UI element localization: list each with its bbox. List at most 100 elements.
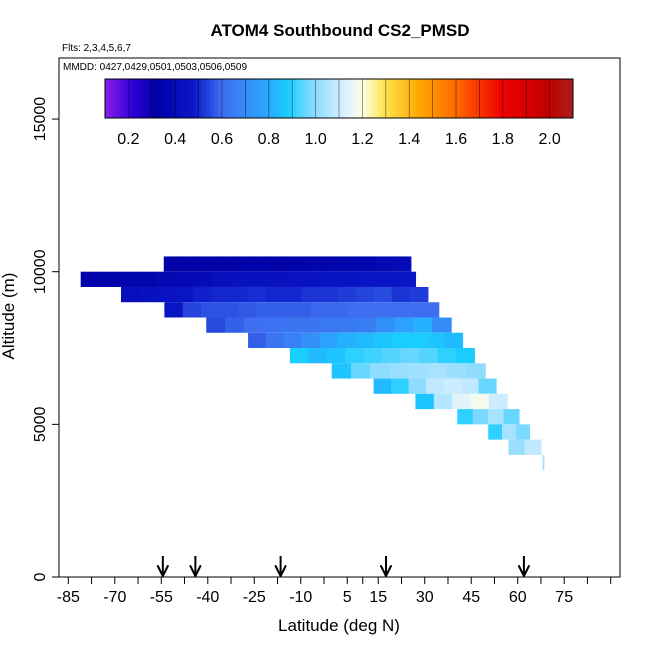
arrow-head — [189, 565, 202, 577]
heat-cell — [255, 302, 275, 318]
colorbar-tick-label: 1.8 — [492, 131, 514, 148]
heat-cell — [478, 378, 497, 394]
x-tick-label: 15 — [369, 589, 387, 606]
colorbar-segment — [218, 79, 223, 118]
colorbar-segment — [229, 79, 235, 118]
heat-cell — [310, 302, 330, 318]
heat-cell — [248, 271, 268, 287]
colorbar-segment — [210, 79, 215, 118]
colorbar-tick-label: 1.4 — [398, 131, 420, 148]
heat-cell — [455, 348, 475, 364]
heat-cell — [357, 256, 377, 272]
heat-cell — [488, 393, 508, 410]
colorbar-segment — [331, 79, 336, 118]
heat-cell — [139, 286, 158, 303]
colorbar-segment — [495, 79, 500, 118]
colorbar-segment — [561, 79, 566, 118]
colorbar-segment — [534, 79, 539, 118]
x-axis-label: Latitude (deg N) — [278, 616, 400, 635]
heat-cell — [120, 286, 140, 303]
x-tick-label: 75 — [555, 589, 573, 606]
heat-cell — [200, 302, 220, 318]
colorbar-segment — [518, 79, 523, 118]
chart-title: ATOM4 Southbound CS2_PMSD — [210, 21, 469, 40]
heat-cell — [391, 378, 410, 394]
heat-cell — [393, 256, 412, 272]
colorbar-segment — [537, 79, 543, 118]
colorbar-segment — [315, 79, 320, 118]
colorbar-segment — [545, 79, 551, 118]
colorbar-segment — [284, 79, 289, 118]
heat-cell — [378, 271, 398, 287]
colorbar-segment — [506, 79, 512, 118]
colorbar-segment — [183, 79, 188, 118]
heat-cell — [515, 424, 531, 440]
heat-cell — [175, 286, 194, 303]
colorbar-segment — [444, 79, 449, 118]
y-tick-label: 0 — [32, 572, 49, 581]
heat-cell — [303, 271, 324, 287]
heat-cell — [370, 363, 390, 379]
colorbar-tick-label: 0.8 — [258, 131, 280, 148]
heatmap-layer — [80, 256, 545, 471]
heat-cell — [199, 256, 218, 272]
x-tick-label: 30 — [416, 589, 434, 606]
heat-cell — [396, 271, 417, 287]
colorbar-segment — [522, 79, 527, 118]
x-tick-label: 45 — [462, 589, 480, 606]
heat-cell — [283, 286, 303, 303]
heat-cell — [265, 332, 285, 349]
colorbar-segment — [105, 79, 110, 118]
colorbar-segment — [307, 79, 313, 118]
colorbar-tick-label: 1.6 — [445, 131, 467, 148]
colorbar-segment — [128, 79, 133, 118]
colorbar-segment — [530, 79, 535, 118]
heat-cell — [247, 286, 266, 303]
heat-cell — [281, 317, 301, 333]
heat-cell — [446, 363, 467, 379]
colorbar-segment — [225, 79, 231, 118]
y-tick-label: 10000 — [32, 249, 49, 294]
heat-cell — [402, 302, 421, 318]
heat-cell — [234, 256, 253, 272]
heat-cell — [163, 256, 183, 272]
colorbar-segment — [276, 79, 281, 118]
colorbar-segment — [303, 79, 309, 118]
colorbar-segment — [448, 79, 453, 118]
heat-cell — [355, 332, 374, 349]
heat-cell — [365, 302, 385, 318]
heat-cell — [192, 271, 212, 287]
heat-cell — [219, 302, 239, 318]
colorbar-segment — [502, 79, 508, 118]
colorbar-segment — [413, 79, 418, 118]
heat-cell — [301, 332, 321, 349]
colorbar-segment — [136, 79, 141, 118]
colorbar-segment — [194, 79, 200, 118]
colorbar-segment — [514, 79, 519, 118]
colorbar-segment — [440, 79, 445, 118]
heat-cell — [350, 363, 371, 379]
colorbar-segment — [420, 79, 426, 118]
colorbar-segment — [397, 79, 402, 118]
heat-cell — [375, 256, 394, 272]
x-tick-label: 60 — [509, 589, 527, 606]
heat-cell — [328, 302, 348, 318]
heat-cell — [373, 378, 392, 394]
colorbar-segment — [424, 79, 430, 118]
y-tick-label: 5000 — [32, 406, 49, 442]
heat-cell — [248, 332, 267, 349]
colorbar-segment — [144, 79, 149, 118]
colorbar-segment — [393, 79, 398, 118]
heat-cell — [461, 378, 480, 394]
heat-cell — [292, 302, 312, 318]
colorbar-segment — [268, 79, 274, 118]
colorbar-segment — [374, 79, 379, 118]
colorbar: 0.2 0.4 0.6 0.8 1.0 1.2 1.4 1.6 1.8 2.0 — [104, 78, 574, 148]
heat-cell — [300, 317, 320, 333]
heat-cell — [266, 271, 286, 287]
colorbar-segment — [311, 79, 317, 118]
colorbar-segment — [463, 79, 469, 118]
heat-cell — [117, 271, 138, 287]
colorbar-frame — [104, 78, 574, 119]
